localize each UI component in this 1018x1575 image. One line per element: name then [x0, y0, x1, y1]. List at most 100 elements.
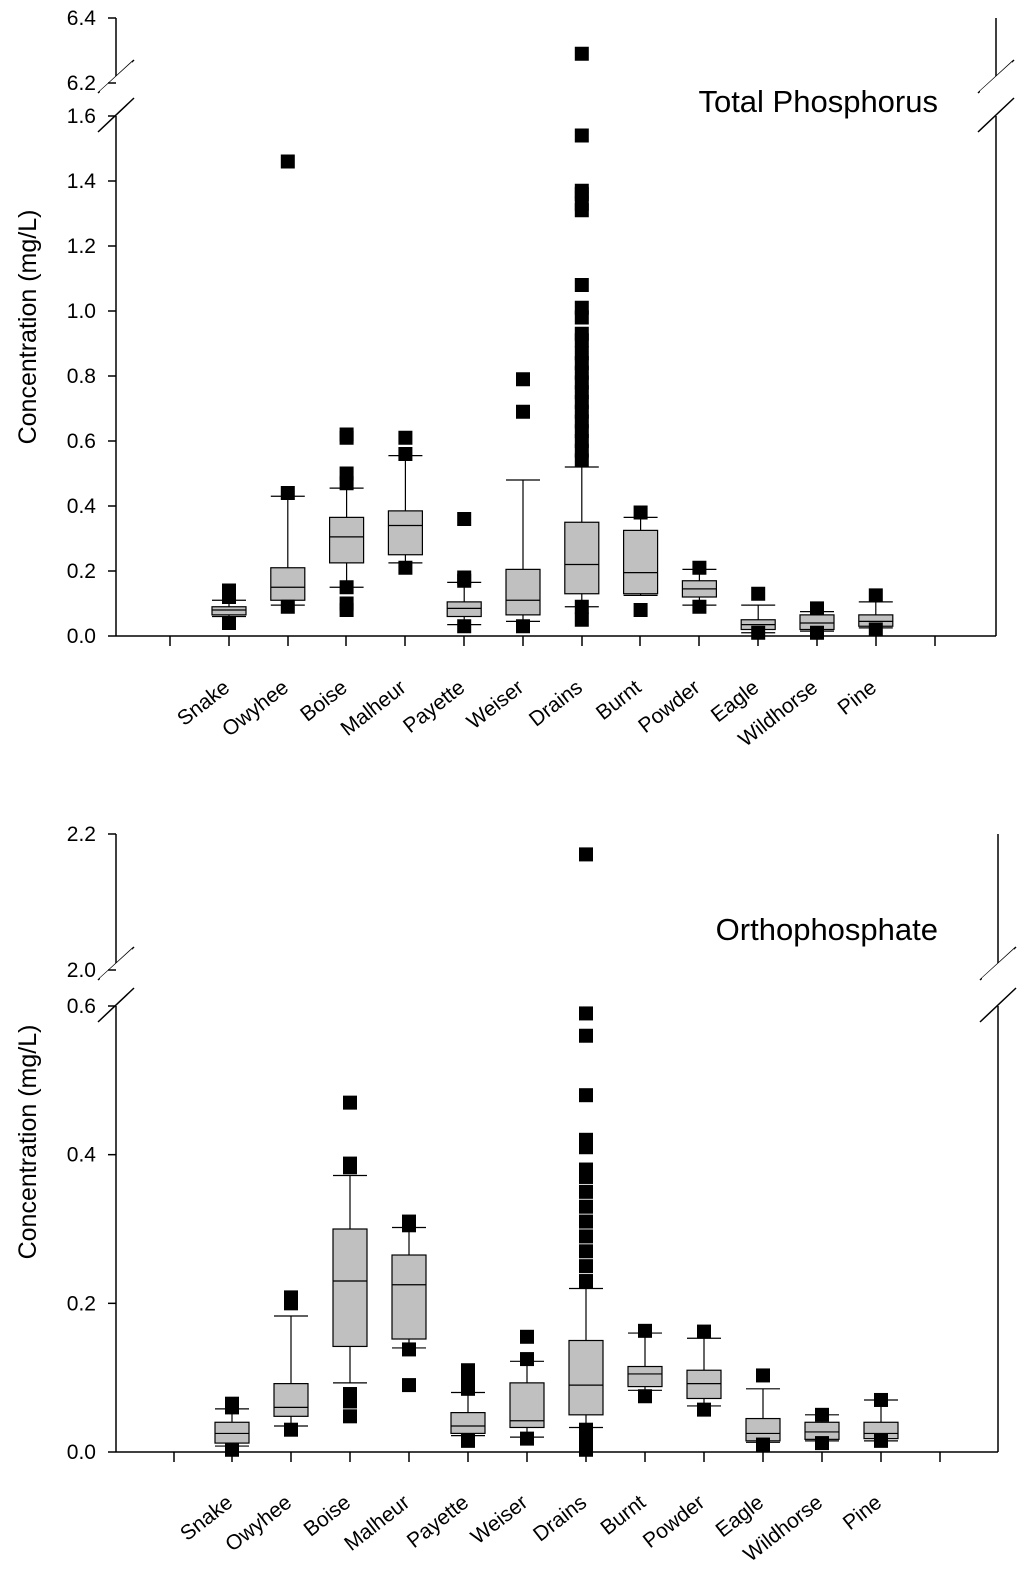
outlier-point: [868, 622, 883, 637]
outlier-point: [579, 1244, 593, 1259]
outlier-point: [579, 1259, 593, 1274]
outlier-point: [574, 278, 589, 292]
y-axis-title: Concentration (mg/L): [14, 1025, 42, 1260]
box-burnt: Burnt: [596, 1323, 663, 1540]
outlier-point: [633, 505, 648, 520]
outlier-point: [874, 1433, 888, 1448]
outlier-point: [697, 1324, 711, 1339]
category-label: Pine: [834, 676, 881, 720]
box-drains: Drains: [529, 847, 604, 1546]
box-iqr: [505, 568, 541, 616]
outlier-point: [225, 1396, 239, 1411]
y-tick-label: 0.8: [67, 365, 96, 388]
axis-break-gap: [100, 949, 132, 1020]
box-drains: Drains: [525, 46, 600, 731]
outlier-point: [284, 1422, 298, 1437]
outlier-point: [574, 46, 589, 61]
axis-break-mark: [977, 97, 1015, 133]
outlier-point: [697, 1402, 711, 1417]
outlier-point: [516, 372, 530, 387]
y-tick-label: 0.2: [67, 560, 96, 583]
y-tick-label: 1.2: [67, 235, 96, 258]
box-weiser: Weiser: [467, 1329, 545, 1549]
outlier-point: [574, 346, 589, 361]
category-label: Weiser: [463, 676, 528, 734]
outlier-point: [343, 1095, 357, 1110]
y-tick-label: 0.2: [67, 1292, 96, 1315]
outlier-point: [751, 625, 766, 640]
y-tick-label: 0.6: [67, 995, 96, 1018]
box-iqr: [568, 1339, 604, 1416]
box-iqr: [622, 529, 659, 595]
chart-title: Orthophosphate: [716, 912, 938, 947]
chart-title: Total Phosphorus: [698, 84, 938, 119]
outlier-point: [815, 1407, 829, 1422]
y-tick-label: 1.4: [67, 170, 97, 193]
y-tick-label: 0.4: [67, 1144, 97, 1167]
outlier-point: [457, 570, 472, 585]
axis-break-mark: [979, 987, 1017, 1023]
y-tick-label: 2.0: [67, 959, 96, 982]
outlier-point: [343, 1156, 357, 1171]
outlier-point: [516, 619, 530, 634]
outlier-point: [579, 1132, 593, 1147]
outlier-point: [225, 1442, 239, 1457]
box-iqr: [450, 1412, 486, 1435]
outlier-point: [574, 326, 589, 341]
category-label: Owyhee: [221, 1491, 296, 1557]
y-tick-label: 0.0: [67, 1441, 96, 1464]
outlier-point: [579, 1028, 593, 1043]
box-iqr: [211, 606, 247, 616]
outlier-point: [520, 1352, 534, 1367]
box-iqr: [214, 1421, 250, 1444]
axis-break-gap: [100, 62, 132, 130]
outlier-point: [339, 596, 354, 611]
outlier-point: [339, 427, 354, 442]
outlier-point: [398, 560, 413, 575]
box-boise: Boise: [300, 1095, 368, 1541]
outlier-point: [579, 1199, 593, 1214]
outlier-point: [457, 619, 472, 634]
box-iqr: [270, 567, 306, 601]
outlier-point: [284, 1290, 298, 1305]
outlier-point: [579, 1162, 593, 1177]
axis-break-mark: [97, 987, 135, 1023]
outlier-point: [579, 847, 593, 862]
y-tick-label: 1.0: [67, 300, 96, 323]
outlier-point: [574, 612, 589, 627]
outlier-point: [633, 603, 648, 617]
outlier-point: [574, 599, 589, 614]
outlier-point: [692, 560, 707, 575]
outlier-point: [579, 1088, 593, 1103]
outlier-point: [402, 1342, 416, 1357]
box-boise: Boise: [296, 427, 365, 726]
box-iqr: [387, 510, 423, 556]
box-burnt: Burnt: [592, 505, 659, 725]
outlier-point: [638, 1323, 652, 1338]
y-tick-label: 6.2: [67, 72, 96, 95]
chart-panel-1: 0.0 0.2 0.4 0.6 0.8 1.0 1.2 1.4 1.6 6.2 6.4 Concent…: [14, 7, 1015, 751]
outlier-point: [868, 588, 883, 603]
box-eagle: Eagle: [712, 1368, 781, 1542]
outlier-point: [810, 601, 824, 616]
outlier-point: [638, 1389, 652, 1404]
box-pine: Pine: [834, 588, 894, 720]
outlier-point: [280, 154, 295, 169]
y-tick-label: 0.0: [67, 625, 96, 648]
category-label: Malheur: [340, 1491, 414, 1556]
box-snake: Snake: [176, 1396, 250, 1546]
y-tick-label: 0.4: [67, 495, 97, 518]
outlier-point: [343, 1409, 357, 1424]
box-pine: Pine: [839, 1392, 899, 1535]
category-label: Payette: [399, 676, 469, 738]
outlier-point: [402, 1214, 416, 1229]
box-iqr: [329, 516, 365, 564]
outlier-point: [579, 1422, 593, 1437]
outlier-point: [751, 586, 766, 601]
category-label: Powder: [634, 676, 704, 738]
category-label: Payette: [403, 1491, 473, 1553]
box-iqr: [391, 1254, 427, 1340]
outlier-point: [874, 1392, 888, 1407]
category-label: Weiser: [467, 1491, 532, 1549]
